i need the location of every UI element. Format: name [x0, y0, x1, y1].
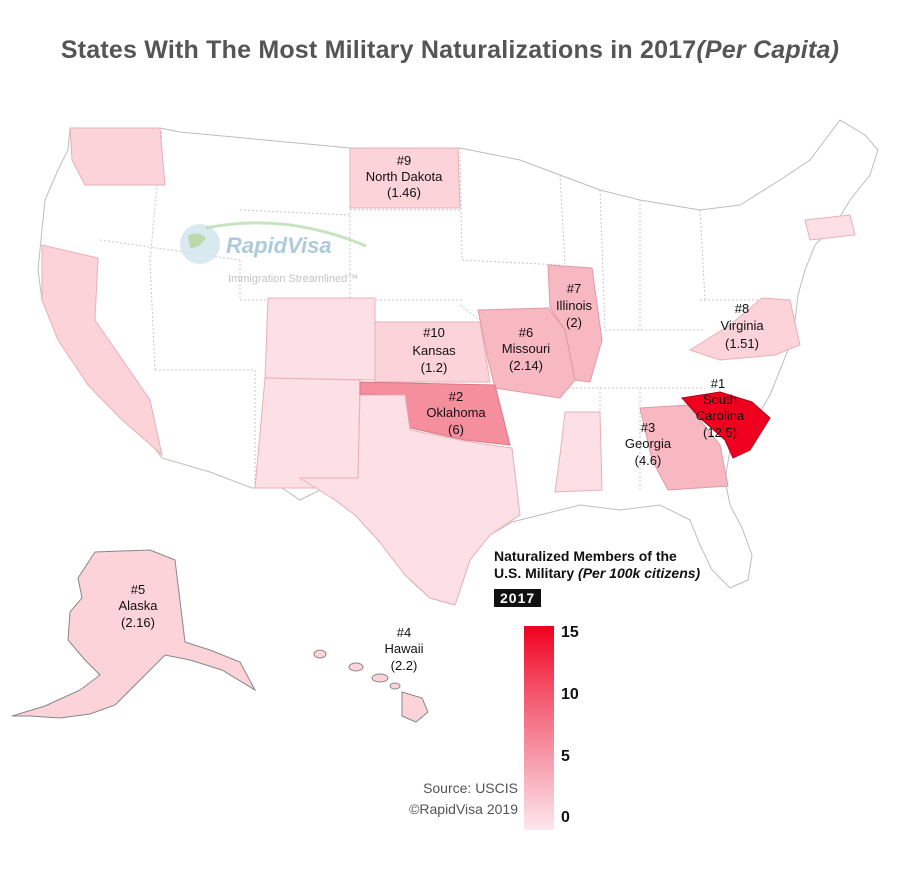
label-ks-name: Kansas — [412, 343, 456, 358]
label-ks-rank: #10 — [423, 325, 445, 340]
legend-tick-5: 5 — [561, 748, 570, 765]
title-italic: (Per Capita) — [696, 36, 840, 64]
label-sc-name1: South — [703, 392, 737, 407]
label-sc-value: (12.5) — [703, 425, 737, 440]
label-va-name: Virginia — [720, 318, 764, 333]
legend-tick-0: 0 — [561, 809, 570, 826]
label-nd-rank: #9 — [397, 153, 411, 168]
state-labels: #9 North Dakota (1.46) #10 Kansas (1.2) … — [118, 153, 764, 673]
state-mississippi — [554, 411, 603, 493]
state-new-mexico — [254, 377, 361, 489]
title-main: States With The Most Military Naturaliza… — [60, 36, 697, 64]
state-texas — [298, 394, 521, 606]
label-va-value: (1.51) — [725, 336, 759, 351]
label-il-value: (2) — [566, 315, 582, 330]
source-credit: Source: USCIS ©RapidVisa 2019 — [372, 778, 518, 820]
page-title: States With The Most Military Naturaliza… — [0, 36, 900, 65]
legend-tick-15: 15 — [561, 624, 579, 641]
legend-title-line2-text: U.S. Military — [494, 565, 579, 581]
legend-title-line2: U.S. Military (Per 100k citizens) — [494, 565, 700, 582]
source-line: Source: USCIS — [423, 780, 518, 796]
state-hawaii — [313, 649, 429, 723]
legend-colorbar — [524, 626, 554, 830]
legend-tick-10: 10 — [561, 686, 579, 703]
label-hi-value: (2.2) — [391, 658, 418, 673]
state-missouri — [477, 307, 576, 399]
label-ks-value: (1.2) — [421, 360, 448, 375]
label-ak-rank: #5 — [131, 582, 145, 597]
label-mo-value: (2.14) — [509, 358, 543, 373]
rapidvisa-watermark-logo: RapidVisa Immigration Streamlined™ — [176, 218, 376, 288]
state-colorado — [264, 297, 376, 381]
label-ok-name: Oklahoma — [426, 405, 486, 420]
label-il-name: Illinois — [556, 298, 593, 313]
label-sc-rank: #1 — [711, 376, 725, 391]
label-sc-name2: Carolina — [696, 408, 745, 423]
state-oklahoma — [359, 381, 511, 446]
label-ak-value: (2.16) — [121, 615, 155, 630]
label-va-rank: #8 — [735, 301, 749, 316]
state-north-dakota — [349, 147, 461, 209]
logo-name: RapidVisa — [226, 233, 332, 258]
label-hi-name: Hawaii — [384, 641, 423, 656]
state-massachusetts-area — [804, 214, 856, 241]
globe-icon: RapidVisa Immigration Streamlined™ — [180, 221, 367, 285]
label-hi-rank: #4 — [397, 625, 411, 640]
legend-title-line2-italic: (Per 100k citizens) — [578, 565, 701, 581]
label-ga-name: Georgia — [625, 436, 672, 451]
label-nd-name: North Dakota — [366, 169, 443, 184]
state-illinois — [547, 264, 603, 383]
state-virginia — [688, 297, 801, 361]
state-kansas — [374, 321, 491, 383]
legend-title: Naturalized Members of the U.S. Military… — [494, 548, 700, 582]
state-alaska — [11, 549, 257, 719]
label-nd-value: (1.46) — [387, 185, 421, 200]
label-mo-rank: #6 — [519, 325, 533, 340]
state-california — [41, 244, 163, 457]
legend-year-badge: 2017 — [494, 589, 542, 607]
label-ok-value: (6) — [448, 422, 464, 437]
label-ak-name: Alaska — [118, 598, 158, 613]
legend-title-line1: Naturalized Members of the — [494, 548, 677, 564]
state-washington — [69, 127, 166, 186]
copyright-line: ©RapidVisa 2019 — [409, 801, 518, 817]
label-ga-value: (4.6) — [635, 453, 662, 468]
label-mo-name: Missouri — [502, 341, 551, 356]
state-boundaries — [99, 131, 780, 490]
label-ga-rank: #3 — [641, 420, 655, 435]
logo-tagline: Immigration Streamlined™ — [228, 273, 358, 285]
state-south-carolina — [681, 391, 771, 459]
label-il-rank: #7 — [567, 281, 581, 296]
label-ok-rank: #2 — [449, 389, 463, 404]
